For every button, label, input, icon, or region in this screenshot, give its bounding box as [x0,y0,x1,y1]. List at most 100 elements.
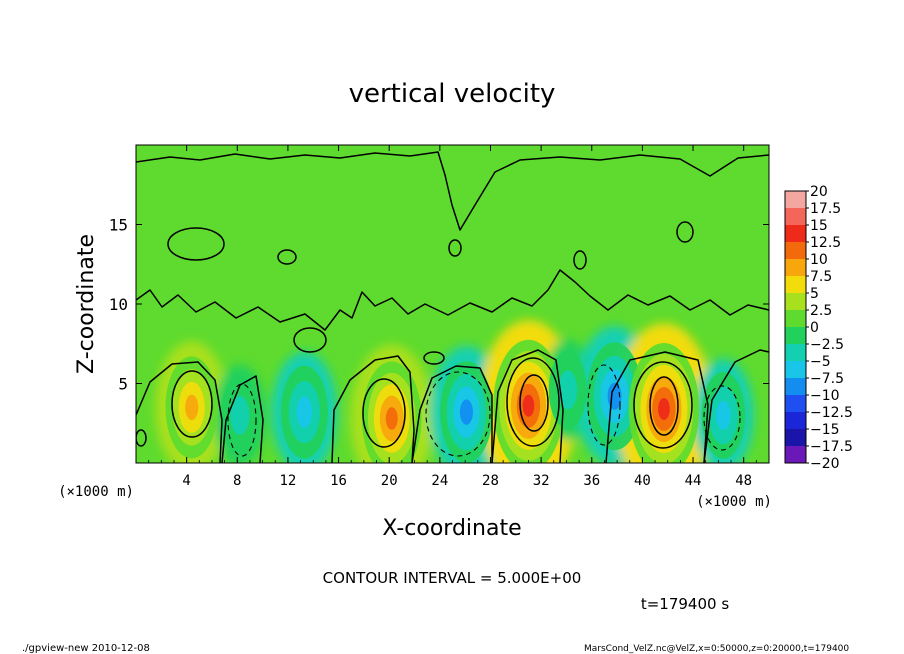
contour-lines [136,151,769,463]
colorbar-label-11: −5 [810,354,831,370]
x-axis-label: X-coordinate [382,516,521,541]
colorbar-label-12: −7.5 [810,371,844,387]
zero-contour-island-g [136,429,147,447]
x-tick-label-32: 32 [533,473,550,489]
zero-contour-cell-7 [703,349,769,463]
field-cell-5-level-4 [459,399,473,425]
field-cell-6-level-6 [522,394,535,417]
contour-cell-7-neg5 [587,364,621,446]
zero-contour-cell-3 [331,355,415,463]
colorbar-bin-15 [785,429,806,447]
colorbar-bin-7 [785,293,806,311]
x-tick-label-48: 48 [735,473,752,489]
contour-cell-2-neg5 [227,383,257,457]
contour-cell-4-neg5 [425,371,491,457]
zero-contour-cell-5 [491,349,564,463]
colorbar-label-7: 5 [810,286,819,302]
colorbar-bin-16 [785,446,806,464]
x-tick-label-36: 36 [583,473,600,489]
colorbar-bin-11 [785,361,806,379]
colorbar-label-15: −15 [810,422,840,438]
time-label: t=179400 s [641,595,729,613]
zero-contour-island-f [423,351,445,365]
zero-contour-island-d [676,221,694,243]
x-tick-label-8: 8 [233,473,241,489]
field-cell-4-level-5 [385,407,398,430]
x-tick-label-20: 20 [381,473,398,489]
colorbar-bin-3 [785,225,806,243]
x-tick-label-40: 40 [634,473,651,489]
colorbar-bin-2 [785,208,806,226]
field-cell-7-level-2 [558,370,578,410]
colorbar-bin-13 [785,395,806,413]
chart-title: vertical velocity [349,79,556,109]
x-unit-note-right: (×1000 m) [696,494,772,510]
zero-contour-upper [136,269,769,331]
y-tick-label-10: 10 [109,295,128,314]
contour-cell-3-5 [362,378,406,448]
colorbar-label-16: −17.5 [810,439,853,455]
colorbar-label-1: 20 [810,184,828,200]
footer-left: ./gpview-new 2010-12-08 [22,643,150,654]
x-tick-label-4: 4 [182,473,190,489]
zero-contour-island-b [448,239,462,257]
y-tick-label-5: 5 [118,375,128,394]
colorbar-bin-10 [785,344,806,362]
zero-contour-island-c [573,250,587,270]
field-layer [136,151,769,463]
field-cell-10-level-3 [716,400,731,430]
zero-contour-cell-4 [411,365,493,463]
contour-cell-6-10 [649,376,679,436]
colorbar-frame [784,190,807,464]
contour-interval-label: CONTOUR INTERVAL = 5.000E+00 [323,569,582,587]
field-cell-2-level-2 [230,395,250,435]
negative-contour-lines [227,364,741,457]
x-unit-note-left: (×1000 m) [58,484,134,500]
footer-right: MarsCond_VelZ.nc@VelZ,x=0:50000,z=0:2000… [584,644,849,654]
colorbar-bin-14 [785,412,806,430]
zero-contour-cell-2 [221,375,264,463]
colorbar: 2017.51512.5107.552.50−2.5−5−7.5−10−12.5… [785,184,853,472]
zero-contour-island-e [293,327,327,353]
zero-contour-island-a [277,249,297,265]
colorbar-label-14: −12.5 [810,405,853,421]
colorbar-label-8: 2.5 [810,303,832,319]
colorbar-label-10: −2.5 [810,337,844,353]
field-cell-1-level-4 [185,394,199,421]
colorbar-label-9: 0 [810,320,819,336]
zero-contour-cell-1 [136,361,223,463]
y-axis-ticks: 5 10 15 [109,216,769,394]
colorbar-label-4: 12.5 [810,235,841,251]
field-cell-9-level-6 [658,397,670,420]
y-tick-label-15: 15 [109,216,128,235]
zero-contour-cell-6 [605,351,709,463]
colorbar-bin-9 [785,327,806,345]
colorbar-label-5: 10 [810,252,828,268]
x-tick-label-24: 24 [431,473,448,489]
colorbar-label-6: 7.5 [810,269,832,285]
x-tick-label-12: 12 [279,473,296,489]
colorbar-bin-4 [785,242,806,260]
colorbar-label-3: 15 [810,218,828,234]
colorbar-bin-8 [785,310,806,328]
colorbar-bin-5 [785,259,806,277]
colorbar-label-2: 17.5 [810,201,841,217]
zero-contour-left-island [167,227,225,261]
contour-cell-1-5 [171,370,213,438]
colorbar-bin-6 [785,276,806,294]
contour-cell-8-neg5 [703,385,741,451]
colorbar-bin-12 [785,378,806,396]
y-axis-label: Z-coordinate [74,234,99,374]
x-axis-ticks: 4 8 12 16 20 24 28 32 36 40 44 48 [135,145,770,489]
contour-cell-5-10 [519,374,549,432]
colorbar-bin-1 [785,191,806,209]
x-tick-label-28: 28 [482,473,499,489]
zero-contour-top [136,151,769,231]
field-cell-3-level-3 [296,396,313,428]
colorbar-label-17: −20 [810,456,840,472]
contour-cell-5-5 [506,357,560,447]
contour-cell-6-5 [633,361,693,449]
colorbar-label-13: −10 [810,388,840,404]
x-tick-label-44: 44 [685,473,702,489]
